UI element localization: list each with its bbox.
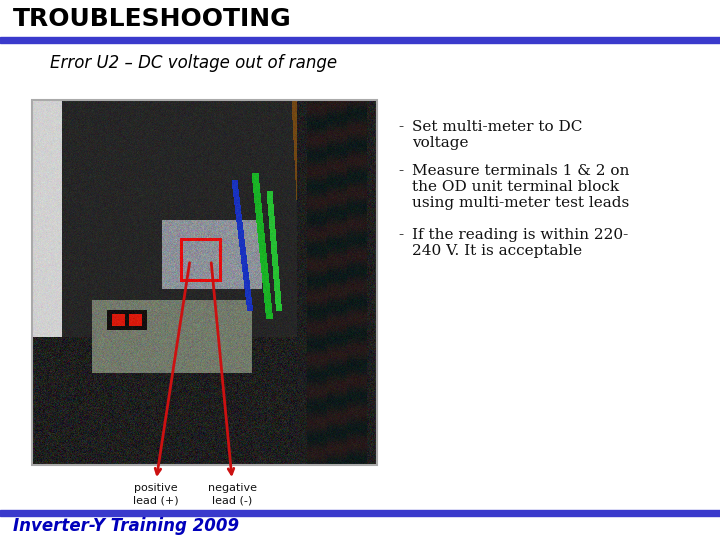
Text: Error U2 – DC voltage out of range: Error U2 – DC voltage out of range (50, 54, 337, 72)
Bar (0, 37, 720, 43)
Bar (32, 100, 377, 465)
Text: the OD unit terminal block: the OD unit terminal block (412, 180, 619, 194)
Text: voltage: voltage (412, 136, 469, 150)
Text: -: - (398, 120, 403, 134)
Text: negative
lead (-): negative lead (-) (207, 483, 256, 505)
Text: Measure terminals 1 & 2 on: Measure terminals 1 & 2 on (412, 164, 629, 178)
Text: TROUBLESHOOTING: TROUBLESHOOTING (13, 7, 292, 31)
Text: 240 V. It is acceptable: 240 V. It is acceptable (412, 244, 582, 258)
Text: Set multi-meter to DC: Set multi-meter to DC (412, 120, 582, 134)
Text: -: - (398, 164, 403, 178)
Text: Inverter-Y Training 2009: Inverter-Y Training 2009 (13, 517, 239, 535)
Bar (0, 510, 720, 516)
Text: positive
lead (+): positive lead (+) (133, 483, 179, 505)
Text: -: - (398, 228, 403, 242)
Text: If the reading is within 220-: If the reading is within 220- (412, 228, 629, 242)
Text: using multi-meter test leads: using multi-meter test leads (412, 196, 629, 210)
